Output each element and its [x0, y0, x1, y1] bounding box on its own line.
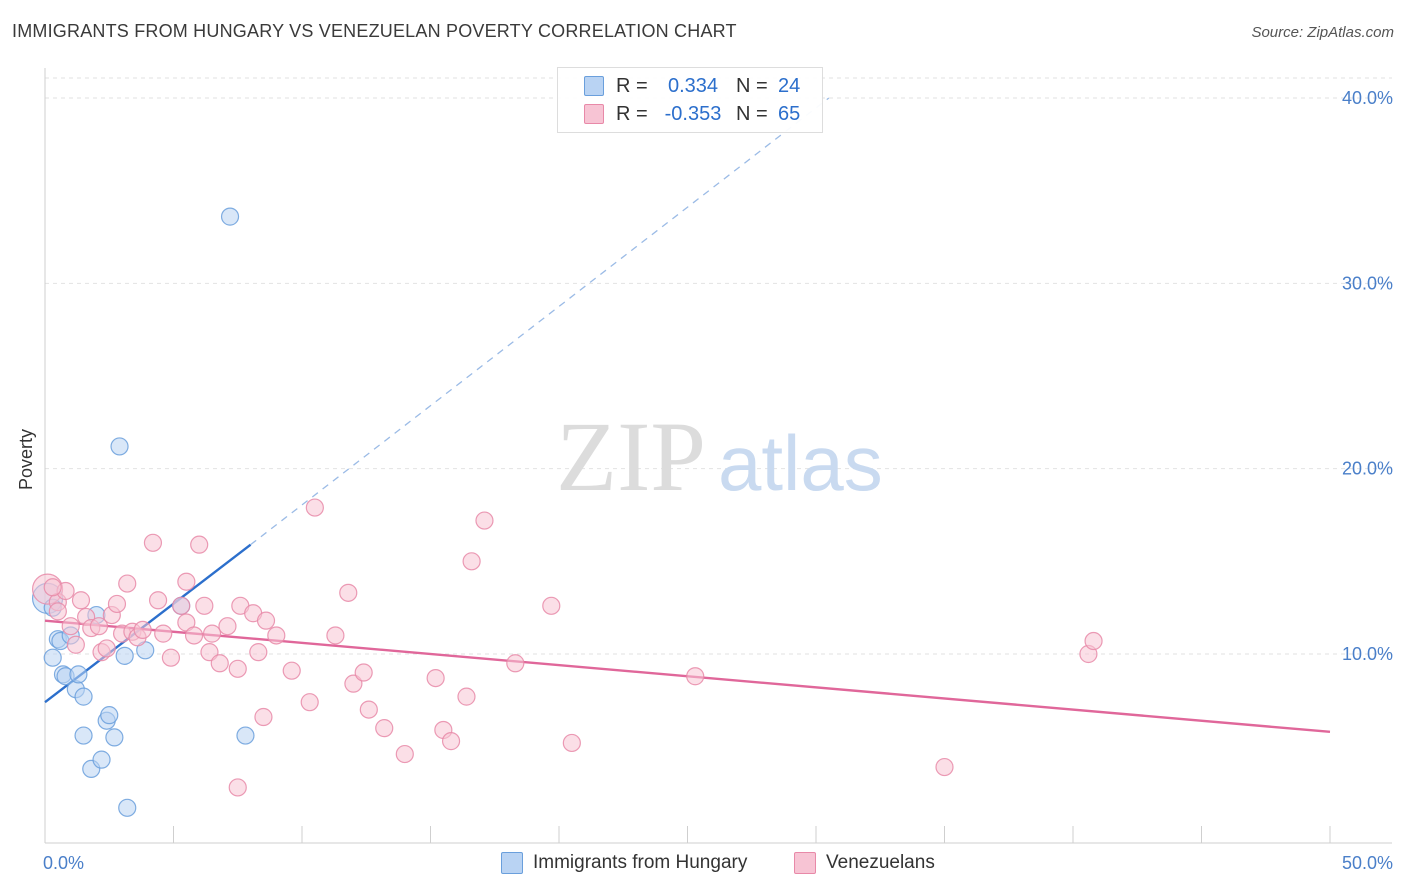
point-venezuelans: [218, 617, 237, 636]
y-tick-label: 10.0%: [1342, 644, 1393, 664]
point-venezuelans: [143, 533, 163, 552]
point-venezuelans: [228, 778, 247, 797]
y-tick-label: 20.0%: [1342, 459, 1393, 479]
point-venezuelans: [71, 591, 91, 610]
point-hungary: [105, 728, 124, 747]
point-hungary: [118, 798, 137, 817]
point-venezuelans: [148, 591, 168, 610]
trend-extension-hungary: [250, 97, 830, 546]
bottom-legend-swatch-pink: [794, 852, 816, 874]
point-venezuelans: [395, 744, 414, 764]
point-venezuelans: [61, 617, 80, 636]
y-tick-label: 30.0%: [1342, 273, 1393, 293]
point-venezuelans: [210, 654, 229, 673]
point-hungary: [115, 646, 134, 665]
point-venezuelans: [172, 596, 191, 615]
point-venezuelans: [107, 594, 127, 614]
legend-swatch-pink: [584, 104, 604, 124]
watermark-atlas: atlas: [718, 419, 883, 507]
point-venezuelans: [686, 667, 705, 686]
legend-r-value: -0.353: [664, 102, 722, 125]
bottom-legend-label: Venezuelans: [826, 852, 935, 873]
point-venezuelans: [359, 700, 378, 719]
data-points: [31, 207, 1103, 817]
legend-n-label: N =: [736, 74, 768, 97]
point-venezuelans: [562, 733, 581, 753]
point-venezuelans: [202, 624, 222, 643]
legend-r-value: 0.334: [667, 74, 719, 97]
point-venezuelans: [200, 643, 219, 662]
point-venezuelans: [254, 707, 273, 727]
point-venezuelans: [462, 552, 481, 571]
point-hungary: [236, 726, 255, 745]
point-venezuelans: [326, 626, 345, 645]
correlation-legend: R = 0.334 N = 24 R = -0.353 N = 65: [557, 67, 823, 133]
point-hungary: [43, 648, 62, 667]
point-venezuelans: [195, 596, 214, 615]
point-venezuelans: [249, 643, 268, 662]
point-venezuelans: [375, 719, 394, 738]
point-venezuelans: [133, 620, 152, 640]
point-hungary: [74, 726, 93, 745]
x-tick-label: 50.0%: [1342, 853, 1393, 873]
legend-swatch-blue: [584, 76, 604, 96]
bottom-legend-label: Immigrants from Hungary: [533, 852, 748, 873]
point-venezuelans: [354, 663, 373, 682]
bottom-legend-swatch-blue: [501, 852, 523, 874]
legend-r-label: R =: [616, 102, 648, 125]
point-venezuelans: [339, 583, 358, 602]
axes: [44, 68, 1392, 844]
y-tick-label: 40.0%: [1342, 88, 1393, 108]
point-venezuelans: [118, 574, 137, 593]
point-hungary: [110, 437, 129, 456]
watermark-zip: ZIP: [556, 401, 706, 512]
watermark: ZIP atlas: [556, 401, 883, 512]
point-venezuelans: [43, 578, 62, 597]
point-venezuelans: [935, 757, 954, 777]
point-venezuelans: [97, 639, 116, 658]
point-venezuelans: [190, 535, 209, 554]
point-venezuelans: [300, 693, 319, 712]
legend-row-venezuelans: R = -0.353 N = 65: [584, 102, 800, 126]
point-hungary: [92, 750, 111, 769]
y-axis-label: Poverty: [16, 428, 36, 490]
point-venezuelans: [89, 617, 109, 636]
legend-r-label: R =: [616, 74, 648, 97]
point-venezuelans: [267, 626, 286, 645]
point-hungary: [74, 687, 93, 706]
chart-title: IMMIGRANTS FROM HUNGARY VS VENEZUELAN PO…: [12, 21, 737, 41]
point-venezuelans: [66, 635, 85, 654]
point-venezuelans: [48, 602, 67, 621]
point-hungary: [220, 207, 240, 226]
point-venezuelans: [154, 624, 173, 643]
x-tick-label: 0.0%: [43, 853, 84, 873]
tick-labels: 10.0% 20.0% 30.0% 40.0% 0.0% 50.0%: [43, 88, 1393, 873]
point-venezuelans: [305, 498, 324, 517]
point-venezuelans: [161, 648, 181, 667]
legend-n-value: 65: [778, 102, 801, 125]
point-venezuelans: [228, 659, 247, 678]
point-venezuelans: [475, 511, 494, 530]
point-venezuelans: [184, 626, 204, 645]
point-venezuelans: [542, 596, 561, 615]
legend-row-hungary: R = 0.334 N = 24: [584, 74, 800, 98]
point-venezuelans: [282, 661, 301, 680]
bottom-legend-venezuelans: Venezuelans: [794, 852, 935, 874]
point-venezuelans: [426, 668, 445, 688]
source-credit: Source: ZipAtlas.com: [1251, 24, 1394, 41]
point-venezuelans: [344, 674, 363, 693]
legend-n-label: N =: [736, 102, 768, 125]
point-venezuelans: [256, 611, 276, 630]
point-venezuelans: [457, 687, 476, 706]
legend-n-value: 24: [778, 74, 801, 97]
point-venezuelans: [177, 572, 196, 591]
point-venezuelans: [1084, 631, 1103, 651]
bottom-legend-hungary: Immigrants from Hungary: [501, 852, 747, 874]
point-venezuelans: [441, 732, 461, 751]
point-hungary: [69, 665, 88, 684]
point-hungary: [100, 706, 119, 725]
gridlines: [45, 77, 1392, 655]
point-venezuelans: [506, 654, 525, 673]
